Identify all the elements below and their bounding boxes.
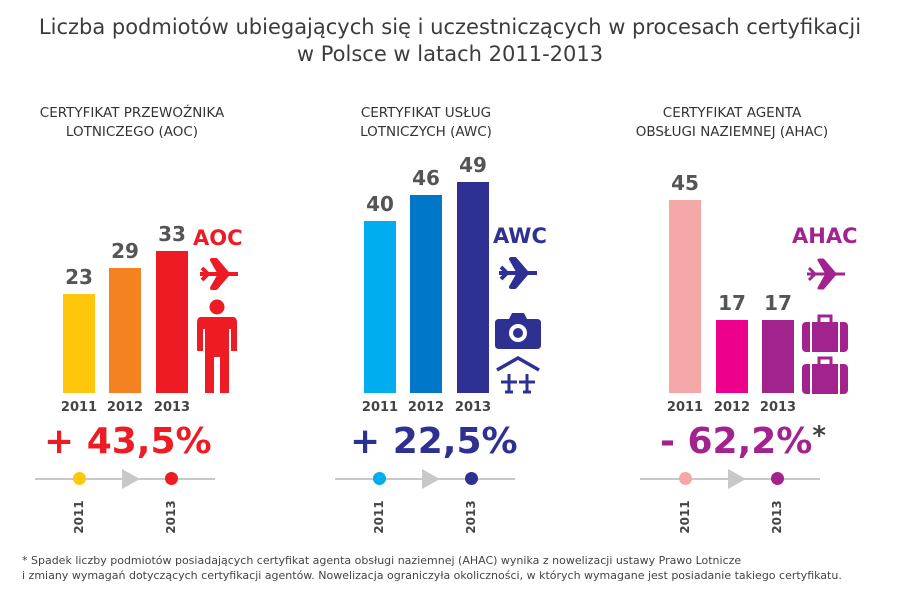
footnote-line: * Spadek liczby podmiotów posiadających …: [22, 554, 742, 567]
year-label: 2012: [106, 400, 144, 415]
timeline-dot: [165, 472, 178, 485]
bar-ahac-2012: [716, 319, 748, 393]
bar-ahac-2011: [669, 199, 701, 393]
value-label: 23: [65, 265, 93, 290]
panel-title-line: LOTNICZEGO (AOC): [65, 124, 199, 140]
year-label: 2011: [60, 400, 98, 415]
timeline-dot: [465, 472, 478, 485]
code-label-awc: AWC: [493, 224, 547, 248]
timeline-year: 2011: [72, 500, 86, 534]
bar-aoc-2013: [156, 251, 188, 393]
panel-title-line: CERTYFIKAT PRZEWOŹNIKA: [39, 105, 225, 121]
change-value: - 62,2%: [660, 421, 813, 462]
value-label: 40: [366, 192, 394, 216]
suitcase-icon: [802, 314, 848, 352]
bar-awc-2011: [364, 221, 396, 393]
change-ahac: - 62,2%*: [660, 421, 826, 462]
panel-title-line: CERTYFIKAT USŁUG: [360, 105, 492, 121]
panel-title-aoc: CERTYFIKAT PRZEWOŹNIKA LOTNICZEGO (AOC): [2, 104, 262, 142]
timeline-year: 2013: [164, 500, 178, 534]
airplane-icon: [807, 258, 845, 290]
bar-aoc-2011: [63, 294, 95, 393]
title-line-2: w Polsce w latach 2011-2013: [296, 42, 604, 66]
page-title: Liczba podmiotów ubiegających się i ucze…: [0, 14, 900, 68]
timeline-year: 2011: [372, 500, 386, 534]
value-label: 17: [764, 290, 792, 315]
panel-title-line: CERTYFIKAT AGENTA: [662, 105, 802, 121]
value-label: 29: [111, 239, 139, 264]
timeline-dot: [771, 472, 784, 485]
code-label-aoc: AOC: [193, 226, 243, 250]
year-label: 2011: [361, 400, 399, 415]
panel-title-line: LOTNICZYCH (AWC): [360, 124, 492, 140]
bar-aoc-2012: [109, 268, 141, 393]
camera-icon: [495, 313, 541, 349]
arrow-icon: [422, 469, 440, 489]
change-aoc: + 43,5%: [44, 421, 212, 462]
airplane-icon: [200, 258, 238, 290]
bar-awc-2013: [457, 182, 489, 393]
bar-awc-2012: [410, 195, 442, 393]
timeline-year: 2013: [464, 500, 478, 534]
value-label: 17: [718, 290, 746, 315]
footnote-line: i zmiany wymagań dotyczących certyfikacj…: [22, 569, 842, 582]
value-label: 49: [459, 153, 487, 178]
footnote-marker: *: [812, 421, 826, 451]
arrow-icon: [728, 469, 746, 489]
timeline-dot: [373, 472, 386, 485]
code-label-ahac: AHAC: [792, 224, 858, 248]
value-label: 45: [671, 170, 699, 195]
year-label: 2011: [666, 400, 704, 415]
year-label: 2013: [454, 400, 492, 415]
panel-title-awc: CERTYFIKAT USŁUG LOTNICZYCH (AWC): [296, 104, 556, 142]
value-label: 46: [412, 166, 440, 191]
timeline-dot: [73, 472, 86, 485]
year-label: 2013: [759, 400, 797, 415]
title-line-1: Liczba podmiotów ubiegających się i ucze…: [38, 15, 862, 39]
hangar-icon: [496, 356, 540, 394]
timeline-year: 2011: [678, 500, 692, 534]
panel-title-ahac: CERTYFIKAT AGENTA OBSŁUGI NAZIEMNEJ (AHA…: [602, 104, 862, 142]
bar-ahac-2013: [762, 319, 794, 393]
year-label: 2012: [407, 400, 445, 415]
timeline-dot: [679, 472, 692, 485]
footnote: * Spadek liczby podmiotów posiadających …: [22, 553, 842, 583]
airplane-icon: [499, 257, 537, 289]
panel-title-line: OBSŁUGI NAZIEMNEJ (AHAC): [635, 124, 829, 140]
arrow-icon: [122, 469, 140, 489]
suitcase-icon: [802, 356, 848, 394]
person-icon: [197, 299, 237, 393]
year-label: 2013: [153, 400, 191, 415]
year-label: 2012: [713, 400, 751, 415]
timeline-year: 2013: [770, 500, 784, 534]
change-awc: + 22,5%: [350, 421, 518, 462]
value-label: 33: [158, 222, 186, 247]
